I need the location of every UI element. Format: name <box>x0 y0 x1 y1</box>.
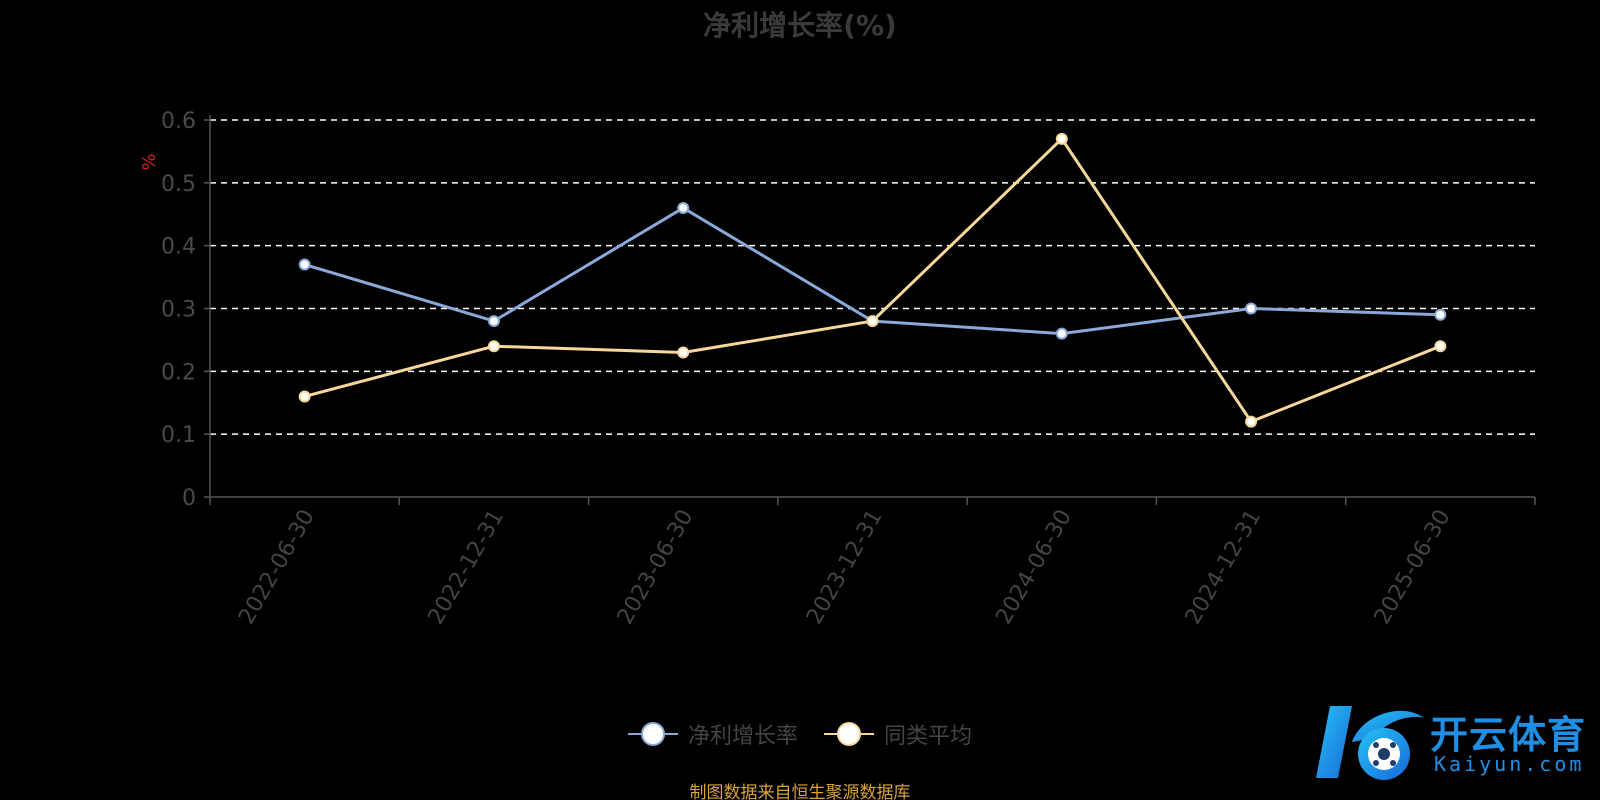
watermark-text-cn: 开云体育 <box>1430 713 1587 757</box>
y-tick-label: 0.4 <box>161 235 196 260</box>
series-2-point <box>487 340 500 353</box>
y-tick-label: 0.6 <box>161 109 196 134</box>
series-1-point <box>677 201 690 214</box>
series-line-1 <box>304 206 1441 336</box>
series-1-point <box>487 315 500 328</box>
data-source-footer: 制图数据来自恒生聚源数据库 <box>689 783 911 800</box>
legend-item-series-1[interactable]: 净利增长率 <box>627 718 798 750</box>
series-2-point <box>866 315 879 328</box>
x-tick-label: 2022-12-31 <box>424 506 510 629</box>
x-tick-label: 2025-06-30 <box>1370 506 1456 629</box>
y-tick-label: 0.3 <box>161 298 196 323</box>
y-tick-label: 0.5 <box>161 172 196 197</box>
series-2-point <box>1434 340 1447 353</box>
series-1-point <box>1434 308 1447 321</box>
y-tick-label: 0 <box>182 486 196 511</box>
y-tick-label: 0.1 <box>161 423 196 448</box>
legend-item-series-2[interactable]: 同类平均 <box>824 718 972 750</box>
legend: 净利增长率 同类平均 <box>0 718 1600 750</box>
x-tick-label: 2022-06-30 <box>234 506 320 629</box>
series-2-point <box>677 346 690 359</box>
kaiyun-logo-icon <box>1316 706 1424 780</box>
watermark-text-en: Kaiyun.com <box>1434 752 1585 776</box>
legend-swatch-series-1 <box>627 722 678 746</box>
series-line-2 <box>304 137 1441 424</box>
legend-label-series-2: 同类平均 <box>884 724 973 749</box>
series-1-point <box>1245 302 1258 315</box>
series-1-point <box>1055 327 1068 340</box>
series-1-point <box>298 258 311 271</box>
legend-label-series-1: 净利增长率 <box>687 724 798 749</box>
x-tick-label: 2023-12-31 <box>802 506 888 629</box>
legend-swatch-series-2 <box>824 722 874 746</box>
x-tick-label: 2023-06-30 <box>613 506 699 629</box>
series-2-point <box>1245 415 1258 428</box>
chart-title: 净利增长率(%) <box>703 9 897 42</box>
x-tick-label: 2024-12-31 <box>1181 506 1267 629</box>
y-tick-label: 0.2 <box>161 360 196 385</box>
series-2-point <box>1055 132 1068 145</box>
watermark-logo: 开云体育 Kaiyun.com <box>1312 698 1592 788</box>
x-tick-label: 2024-06-30 <box>991 506 1077 629</box>
y-axis-label: % <box>139 153 160 170</box>
series-2-point <box>298 390 311 403</box>
